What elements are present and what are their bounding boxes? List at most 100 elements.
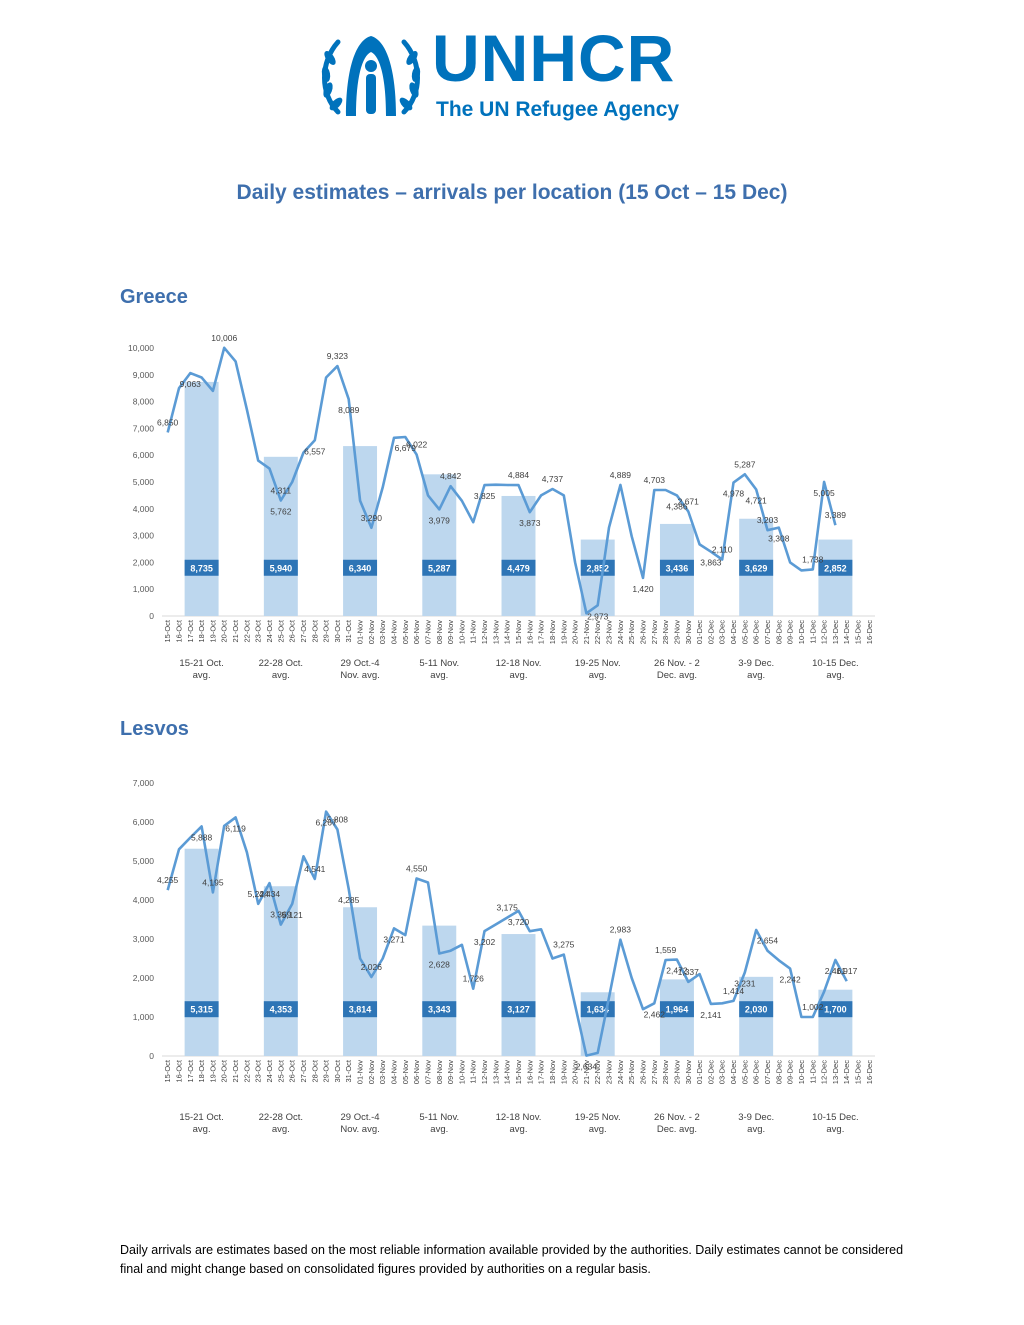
logo-wordmark: UNHCR — [432, 21, 676, 95]
week-category-line: 19-25 Nov. — [575, 1112, 621, 1123]
x-tick-label: 12-Nov — [480, 620, 489, 644]
y-tick-label: 4,000 — [133, 504, 155, 514]
x-tick-label: 16-Nov — [525, 1060, 534, 1084]
x-tick-label: 19-Oct — [208, 619, 217, 642]
daily-value-label: 6,119 — [225, 823, 246, 833]
x-tick-label: 30-Nov — [684, 1060, 693, 1084]
weekly-avg-bar — [184, 848, 219, 1056]
week-category-line: avg. — [272, 670, 290, 681]
daily-value-label: 2,242 — [779, 975, 801, 985]
x-tick-label: 01-Nov — [356, 1060, 365, 1084]
x-tick-label: 23-Oct — [254, 619, 263, 642]
week-category-label: 10-15 Dec. avg. — [812, 1112, 858, 1135]
x-tick-label: 13-Nov — [491, 620, 500, 644]
daily-value-label: 2,654 — [757, 936, 779, 946]
daily-value-label: 5,121 — [282, 910, 304, 920]
daily-value-label: 2,026 — [361, 962, 383, 972]
daily-value-label: 4,721 — [746, 495, 768, 505]
y-tick-label: 1,000 — [133, 584, 155, 594]
week-category-line: avg. — [510, 670, 528, 681]
x-tick-label: 08-Nov — [435, 1060, 444, 1084]
week-category-label: 26 Nov. - 2 Dec. avg. — [654, 1112, 700, 1135]
x-tick-label: 03-Nov — [378, 1060, 387, 1084]
x-tick-label: 12-Nov — [480, 1060, 489, 1084]
week-category-label: 29 Oct.-4 Nov. avg. — [340, 658, 379, 681]
x-tick-label: 25-Nov — [627, 620, 636, 644]
week-category-label: 22-28 Oct. avg. — [259, 658, 303, 681]
weekly-avg-label: 1,634 — [586, 1005, 609, 1015]
week-category-label: 3-9 Dec. avg. — [738, 1112, 774, 1135]
daily-value-label: 3,275 — [553, 940, 575, 950]
daily-value-label: 4,195 — [202, 877, 224, 887]
x-tick-label: 20-Nov — [571, 620, 580, 644]
x-tick-label: 28-Nov — [661, 1060, 670, 1084]
x-tick-label: 26-Nov — [638, 620, 647, 644]
greece-arrivals-chart: 0 1,000 2,000 3,000 4,000 5,000 6,000 7,000 8,00… — [128, 333, 875, 681]
weekly-avg-label: 5,940 — [270, 563, 293, 573]
x-tick-label: 14-Nov — [503, 1060, 512, 1084]
daily-value-label: 4,386 — [666, 501, 688, 511]
week-category-line: avg. — [589, 1124, 607, 1135]
daily-value-label: 1,726 — [463, 974, 485, 984]
x-tick-label: 02-Dec — [706, 1060, 715, 1084]
x-tick-label: 28-Nov — [661, 620, 670, 644]
weekly-avg-bar — [343, 446, 378, 616]
x-tick-label: 24-Nov — [616, 620, 625, 644]
x-tick-label: 14-Dec — [842, 620, 851, 644]
x-tick-label: 05-Nov — [401, 1060, 410, 1084]
week-category-label: 15-21 Oct. avg. — [179, 658, 223, 681]
weekly-avg-label-box — [580, 559, 615, 576]
daily-value-label: 4,550 — [406, 864, 428, 874]
weekly-avg-label: 5,287 — [428, 563, 451, 573]
x-tick-label: 17-Oct — [186, 1059, 195, 1082]
weekly-avg-label: 8,735 — [190, 563, 213, 573]
x-tick-label: 18-Nov — [548, 620, 557, 644]
daily-value-label: 2,973 — [587, 611, 609, 621]
x-tick-label: 25-Nov — [627, 1060, 636, 1084]
x-tick-label: 20-Nov — [571, 1060, 580, 1084]
daily-value-label: 2,462 — [644, 1009, 666, 1019]
y-tick-label: 6,000 — [133, 817, 155, 827]
x-tick-label: 06-Nov — [412, 1060, 421, 1084]
laurel-family-emblem-icon — [321, 36, 421, 116]
x-tick-label: 25-Oct — [276, 619, 285, 642]
x-tick-label: 19-Nov — [559, 1060, 568, 1084]
footnote: Daily arrivals are estimates based on th… — [120, 1243, 904, 1276]
weekly-avg-label-box — [422, 1001, 457, 1018]
week-category-label: 12-18 Nov. avg. — [496, 658, 542, 681]
x-tick-label: 18-Oct — [197, 619, 206, 642]
daily-arrivals-line — [166, 810, 848, 1057]
x-tick-label: 11-Dec — [808, 1060, 817, 1084]
x-tick-label: 16-Oct — [174, 1059, 183, 1082]
daily-value-label: 2,110 — [712, 544, 733, 554]
week-category-line: 29 Oct.-4 — [341, 658, 380, 669]
x-tick-label: 19-Oct — [208, 1059, 217, 1082]
week-category-line: avg. — [747, 670, 765, 681]
week-category-label: 5-11 Nov. avg. — [419, 1112, 459, 1135]
daily-value-label: 3,863 — [700, 558, 722, 568]
x-tick-label: 09-Dec — [786, 1060, 795, 1084]
x-tick-label: 15-Nov — [514, 1060, 523, 1084]
daily-value-label: 6,267 — [315, 818, 337, 828]
x-tick-label: 10-Nov — [457, 1060, 466, 1084]
x-tick-label: 04-Dec — [729, 620, 738, 644]
x-tick-label: 06-Dec — [752, 1060, 761, 1084]
daily-value-label: 4,285 — [338, 895, 360, 905]
x-tick-label: 25-Oct — [276, 1059, 285, 1082]
daily-value-label: 3,231 — [734, 979, 756, 989]
weekly-avg-bar — [501, 495, 536, 616]
x-tick-label: 29-Nov — [672, 1060, 681, 1084]
x-tick-label: 21-Nov — [582, 620, 591, 644]
week-category-line: Dec. avg. — [657, 670, 697, 681]
weekly-avg-label: 2,852 — [824, 563, 847, 573]
daily-arrivals-line — [166, 346, 837, 615]
week-category-line: 26 Nov. - 2 — [654, 658, 700, 669]
y-tick-label: 5,000 — [133, 477, 155, 487]
x-tick-label: 15-Dec — [854, 1060, 863, 1084]
x-tick-label: 17-Oct — [186, 619, 195, 642]
week-category-label: 19-25 Nov. avg. — [575, 1112, 621, 1135]
x-tick-label: 02-Nov — [367, 620, 376, 644]
x-tick-label: 07-Nov — [423, 620, 432, 644]
week-category-line: 22-28 Oct. — [259, 658, 303, 669]
weekly-avg-label: 6,340 — [349, 563, 372, 573]
